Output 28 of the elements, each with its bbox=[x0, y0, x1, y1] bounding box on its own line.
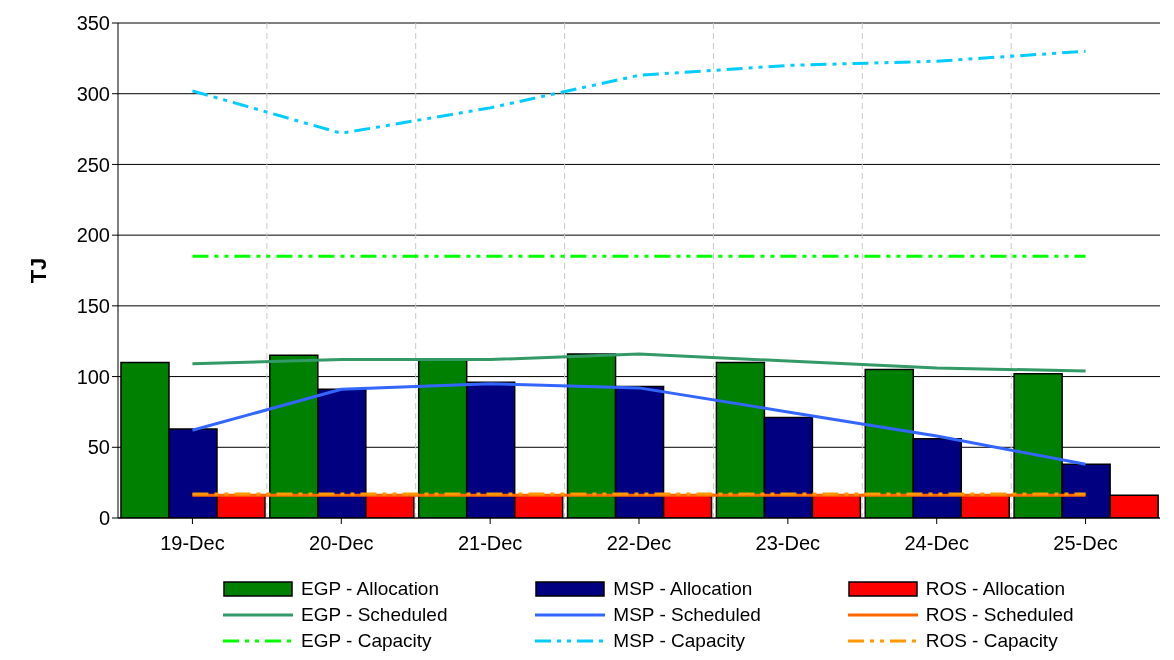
legend-label: MSP - Capacity bbox=[613, 630, 745, 652]
legend-label: ROS - Allocation bbox=[925, 578, 1066, 600]
x-tick-label: 22-Dec bbox=[606, 532, 672, 555]
legend-label: ROS - Scheduled bbox=[925, 604, 1074, 626]
x-tick-label: 24-Dec bbox=[904, 532, 969, 555]
y-tick-label: 50 bbox=[87, 436, 110, 459]
line-series bbox=[190, 352, 1088, 373]
x-tick-label: 19-Dec bbox=[160, 532, 225, 555]
x-tick-label: 21-Dec bbox=[457, 532, 523, 555]
y-tick-label: 300 bbox=[76, 82, 110, 105]
legend-label: EGP - Allocation bbox=[301, 578, 440, 600]
legend-label: MSP - Allocation bbox=[613, 578, 753, 600]
y-tick-label: 350 bbox=[76, 12, 110, 35]
legend-label: EGP - Capacity bbox=[301, 630, 432, 652]
y-tick-label: 150 bbox=[76, 294, 110, 317]
y-tick-label: 250 bbox=[76, 153, 110, 176]
line-series bbox=[190, 49, 1088, 135]
y-tick-label: 100 bbox=[76, 365, 110, 388]
legend-label: EGP - Scheduled bbox=[301, 604, 448, 626]
x-tick-label: 23-Dec bbox=[755, 532, 821, 555]
x-tick-label: 25-Dec bbox=[1053, 532, 1118, 555]
legend-label: MSP - Scheduled bbox=[613, 604, 761, 626]
x-tick-label: 20-Dec bbox=[309, 532, 374, 555]
y-tick-label: 200 bbox=[76, 224, 110, 247]
y-axis-title: TJ bbox=[25, 257, 51, 284]
line-series bbox=[190, 382, 1088, 466]
legend-label: ROS - Capacity bbox=[925, 630, 1058, 652]
y-tick-label: 0 bbox=[98, 507, 110, 530]
